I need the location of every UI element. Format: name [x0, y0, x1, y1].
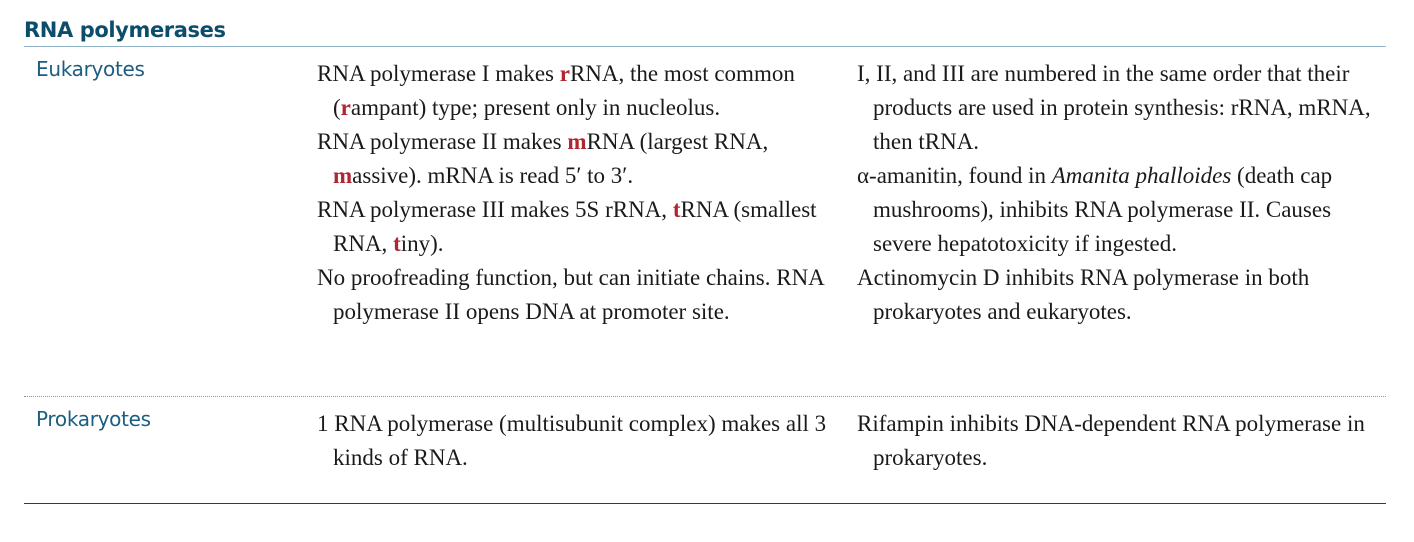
highlight-letter: m: [567, 129, 587, 154]
eukaryotes-polymerase-column: RNA polymerase I makes rRNA, the most co…: [317, 47, 857, 396]
prokaryotes-polymerase-column: 1 RNA polymerase (multisubunit complex) …: [317, 397, 857, 503]
highlight-letter: t: [393, 231, 401, 256]
entry-numbering-order: I, II, and III are numbered in the same …: [857, 61, 1371, 154]
entry-single-polymerase: 1 RNA polymerase (multisubunit complex) …: [317, 411, 827, 470]
row-header-prokaryotes: Prokaryotes: [36, 407, 151, 431]
entry-text: iny).: [400, 231, 444, 256]
entry-actinomycin-d: Actinomycin D inhibits RNA polymerase in…: [857, 265, 1310, 324]
prokaryotes-notes-column: Rifampin inhibits DNA-dependent RNA poly…: [857, 397, 1386, 503]
section-title: RNA polymerases: [24, 18, 226, 42]
entry-text: RNA (smallest RNA,: [333, 197, 817, 256]
entry-text: (death cap mushrooms), inhibits RNA poly…: [873, 163, 1333, 256]
entry-rifampin: Rifampin inhibits DNA-dependent RNA poly…: [857, 411, 1365, 470]
entry-text: RNA (largest RNA,: [586, 129, 769, 154]
row-header-eukaryotes: Eukaryotes: [36, 57, 145, 81]
entry-alpha-amanitin: α-amanitin, found in Amanita phalloides …: [857, 159, 1386, 261]
entry-text: RNA, the most common (: [333, 61, 795, 120]
row-divider: [24, 396, 1386, 397]
highlight-letter: r: [559, 61, 570, 86]
highlight-letter: r: [340, 95, 351, 120]
title-rule: [24, 46, 1386, 47]
entry-rna-polymerase-i: RNA polymerase I makes rRNA, the most co…: [317, 57, 857, 125]
entry-text: α-amanitin, found in: [857, 163, 1052, 188]
highlight-letter: m: [333, 163, 353, 188]
table-row-eukaryotes: Eukaryotes RNA polymerase I makes rRNA, …: [24, 47, 1386, 396]
entry-text: ampant) type; present only in nucleolus.: [350, 95, 721, 120]
bottom-rule: [24, 503, 1386, 504]
entry-proofreading: No proofreading function, but can initia…: [317, 265, 824, 324]
entry-text: RNA polymerase II makes: [317, 129, 568, 154]
entry-text: RNA polymerase III makes 5S rRNA,: [317, 197, 673, 222]
rna-polymerases-table: RNA polymerases Eukaryotes RNA polymeras…: [24, 14, 1386, 504]
highlight-letter: t: [672, 197, 681, 222]
entry-rna-polymerase-ii: RNA polymerase II makes mRNA (largest RN…: [317, 125, 857, 193]
entry-text: assive). mRNA is read 5′ to 3′.: [352, 163, 634, 188]
species-name: Amanita phalloides: [1051, 163, 1232, 188]
table-row-prokaryotes: Prokaryotes 1 RNA polymerase (multisubun…: [24, 397, 1386, 503]
entry-text: RNA polymerase I makes: [317, 61, 560, 86]
entry-rna-polymerase-iii: RNA polymerase III makes 5S rRNA, tRNA (…: [317, 193, 857, 261]
eukaryotes-notes-column: I, II, and III are numbered in the same …: [857, 47, 1386, 396]
